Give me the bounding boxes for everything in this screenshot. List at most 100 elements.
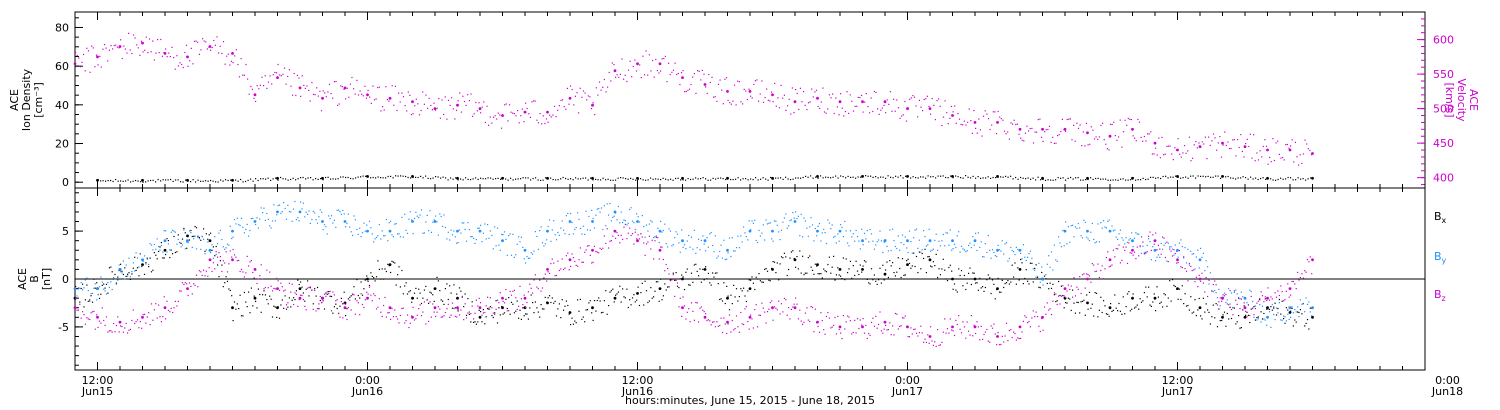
data-point <box>944 318 946 320</box>
data-point <box>675 272 677 274</box>
data-point <box>564 305 566 307</box>
data-point <box>214 268 216 270</box>
data-point <box>555 274 558 277</box>
data-point <box>1031 257 1033 259</box>
data-point <box>550 177 552 179</box>
data-point <box>724 302 726 305</box>
data-point <box>637 216 639 218</box>
data-point <box>579 247 581 249</box>
data-point <box>1065 221 1067 223</box>
data-point <box>163 296 165 298</box>
data-point <box>280 212 282 214</box>
data-point <box>990 292 992 295</box>
data-point <box>441 99 443 101</box>
data-point <box>818 223 821 225</box>
data-point <box>630 234 632 237</box>
data-point <box>1002 119 1004 121</box>
data-point <box>957 176 959 178</box>
data-point <box>1053 292 1055 294</box>
data-point <box>683 305 686 307</box>
data-point <box>1171 248 1174 250</box>
data-point <box>423 289 425 291</box>
data-point <box>588 215 590 218</box>
data-point <box>287 75 289 77</box>
data-point <box>1256 152 1258 154</box>
data-point <box>442 300 444 302</box>
data-point <box>650 177 652 179</box>
data-point <box>98 297 101 299</box>
series-point-Bz <box>726 320 729 324</box>
data-point <box>1076 301 1078 303</box>
series-point-Bz <box>141 315 144 319</box>
data-point <box>824 333 826 335</box>
data-point <box>570 324 572 326</box>
data-point <box>554 275 556 277</box>
data-point <box>705 266 707 268</box>
data-point <box>499 314 501 316</box>
data-point <box>409 290 411 292</box>
data-point <box>882 176 884 178</box>
data-point <box>242 226 244 228</box>
data-point <box>652 60 654 62</box>
data-point <box>179 62 181 64</box>
data-point <box>512 290 514 292</box>
data-point <box>1095 241 1098 243</box>
data-point <box>955 122 957 124</box>
data-point <box>875 280 877 282</box>
data-point <box>905 175 907 177</box>
series-point-Bx <box>703 268 707 271</box>
data-point <box>888 103 890 105</box>
data-point <box>994 298 996 300</box>
data-point <box>262 278 264 280</box>
data-point <box>159 249 161 251</box>
data-point <box>204 275 206 277</box>
data-point <box>1113 121 1115 123</box>
data-point <box>296 74 298 76</box>
data-point <box>620 301 622 303</box>
data-point <box>205 270 207 272</box>
data-point <box>211 47 213 49</box>
data-point <box>952 111 954 113</box>
data-point <box>720 317 722 319</box>
data-point <box>259 218 261 220</box>
data-point <box>1010 122 1012 124</box>
data-point <box>367 280 369 282</box>
data-point <box>767 179 769 181</box>
data-point <box>1310 177 1312 179</box>
data-point <box>572 323 574 325</box>
data-point <box>75 52 77 54</box>
data-point <box>847 242 849 244</box>
data-point <box>346 87 348 89</box>
data-point <box>741 241 743 243</box>
data-point <box>354 93 356 95</box>
data-point <box>848 245 850 247</box>
data-point <box>810 266 812 268</box>
data-point <box>664 283 666 285</box>
data-point <box>803 274 805 276</box>
data-point <box>1187 248 1189 250</box>
data-point <box>481 241 483 243</box>
data-point <box>264 219 266 221</box>
data-point <box>1278 153 1280 155</box>
data-point <box>1059 294 1061 297</box>
data-point <box>841 338 843 340</box>
data-point <box>176 243 178 245</box>
data-point <box>1142 245 1144 247</box>
data-point <box>595 250 597 253</box>
data-point <box>993 283 995 285</box>
data-point <box>1149 241 1151 243</box>
data-point <box>485 316 487 318</box>
data-point <box>1268 299 1271 301</box>
data-point <box>571 317 573 319</box>
data-point <box>233 254 236 256</box>
series-point-density <box>186 178 189 182</box>
data-point <box>698 275 700 277</box>
data-point <box>449 285 451 287</box>
data-point <box>806 307 808 309</box>
data-point <box>562 99 564 101</box>
data-point <box>772 261 774 263</box>
data-point <box>879 311 881 313</box>
data-point <box>197 236 199 238</box>
data-point <box>1022 177 1024 179</box>
data-point <box>1178 288 1181 290</box>
